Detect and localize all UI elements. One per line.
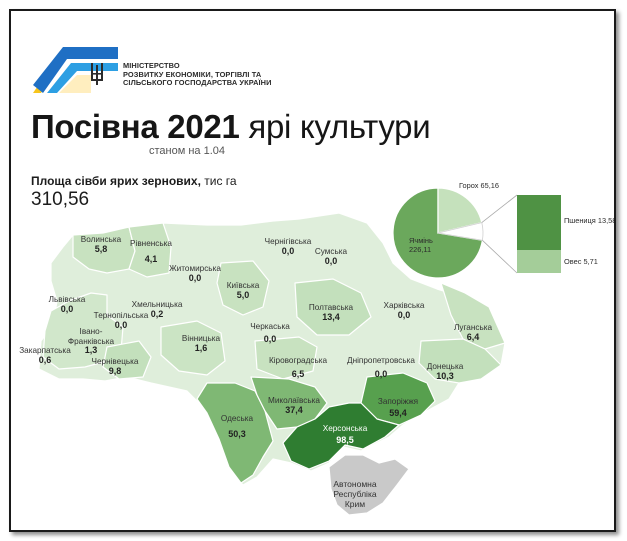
ministry-line-2: РОЗВИТКУ ЕКОНОМІКИ, ТОРГІВЛІ ТА [123, 69, 262, 79]
region-label-ivano-frankivsk: Івано- Франківська 1,3 [67, 327, 115, 355]
region-value: 0,0 [374, 368, 388, 379]
region-value: 5,8 [94, 243, 108, 254]
region-label-chernihiv: Чернігівська 0,0 [264, 237, 312, 256]
region-shape-crimea [328, 454, 410, 516]
region-label-donetsk: Донецька 10,3 [426, 362, 464, 381]
region-value: 0,0 [60, 303, 74, 314]
region-label-odesa: Одеська 50,3 [220, 414, 254, 439]
region-value: 6,5 [291, 368, 305, 379]
ministry-name: МІНІСТЕРСТВО РОЗВИТКУ ЕКОНОМІКИ, ТОРГІВЛ… [123, 61, 272, 88]
pie-label-peas: Горох 65,16 [459, 181, 500, 190]
region-label-dnipropetrovsk: Дніпропетровська 0,0 [347, 356, 415, 379]
region-label-cherkasy: Черкаська 0,0 [250, 322, 290, 344]
region-label-chernivtsi: Чернівецька 9,8 [91, 357, 139, 376]
region-label-volyn: Волинська 5,8 [80, 235, 122, 254]
region-shape-kirovohrad [254, 336, 318, 380]
region-value: 59,4 [389, 407, 407, 418]
bar-segment-wheat [517, 195, 561, 250]
title-light: ярі культури [248, 108, 431, 145]
crop-pie-chart [392, 187, 561, 279]
region-value: 0,0 [324, 255, 338, 266]
ministry-line-1: МІНІСТЕРСТВО [123, 61, 180, 70]
region-value: 0,0 [114, 319, 128, 330]
pie-slice-other [437, 222, 484, 241]
region-shape-kherson [282, 402, 400, 470]
region-shape-odesa [196, 382, 274, 484]
region-label-kherson: Херсонська 98,5 [322, 424, 368, 445]
region-value: 37,4 [285, 404, 303, 415]
total-area-label: Площа сівби ярих зернових, тис га [31, 174, 237, 188]
region-value: 4,1 [144, 253, 158, 264]
bar-label-wheat: Пшениця 13,58 [564, 216, 616, 225]
region-value: 0,0 [263, 333, 277, 344]
infographic-frame: МІНІСТЕРСТВО РОЗВИТКУ ЕКОНОМІКИ, ТОРГІВЛ… [9, 9, 616, 532]
region-label-kyiv: Київська 5,0 [226, 281, 260, 300]
region-label-zakarpattia: Закарпатська 0,6 [19, 346, 71, 365]
total-area-value: 310,56 [31, 189, 90, 210]
region-shape-poltava [294, 278, 372, 336]
region-label-zhytomyr: Житомирська 0,0 [169, 264, 221, 283]
region-value: 0,0 [397, 309, 411, 320]
pie-label-barley: Ячмінь 226,11 [409, 236, 433, 254]
region-label-rivne: Рівненська 4,1 [130, 239, 172, 264]
ukraine-map [38, 212, 506, 516]
region-value: 50,3 [228, 428, 246, 439]
region-shape-donetsk [418, 338, 502, 384]
region-value: 0,2 [150, 308, 164, 319]
region-label-sumy: Сумська 0,0 [314, 247, 348, 266]
region-label-vinnytsia: Вінницька 1,6 [181, 334, 221, 353]
total-area-label-bold: Площа сівби ярих зернових, [31, 174, 201, 188]
region-value: 98,5 [336, 434, 354, 445]
region-shape-chernivtsi [102, 340, 152, 380]
total-area-unit: тис га [204, 174, 237, 188]
region-shape-rivne [128, 222, 172, 278]
page-title: Посівна 2021 ярі культури [31, 107, 431, 147]
region-label-kirovohrad: Кіровоградська 6,5 [268, 356, 328, 379]
region-value: 1,3 [84, 345, 98, 355]
region-shape-luhansk [440, 282, 506, 350]
region-label-lviv: Львівська 0,0 [48, 295, 86, 314]
region-value: 5,0 [236, 289, 250, 300]
region-label-mykolaiv: Миколаївська 37,4 [268, 396, 320, 415]
page-subtitle: станом на 1.04 [149, 145, 226, 157]
ministry-line-3: СІЛЬСЬКОГО ГОСПОДАРСТВА УКРАЇНИ [123, 78, 272, 88]
region-label-khmelnytskyi: Хмельницька 0,2 [131, 300, 183, 319]
region-value: 0,6 [38, 354, 52, 365]
region-shape-vinnytsia [160, 320, 226, 376]
region-label-luhansk: Луганська 6,4 [453, 323, 493, 342]
region-value: 9,8 [108, 365, 122, 376]
region-value: 6,4 [466, 331, 480, 342]
region-shape-kyiv [216, 260, 270, 316]
region-value: 1,6 [194, 342, 208, 353]
bar-segment-oats [517, 250, 561, 273]
region-label-crimea: Автономна Республіка Крим [333, 479, 377, 509]
region-value: 0,0 [188, 272, 202, 283]
pie-slice-peas [437, 187, 483, 234]
title-bold: Посівна 2021 [31, 108, 240, 145]
region-label-zaporizhzhia: Запоріжжя 59,4 [377, 397, 419, 418]
region-label-kharkiv: Харківська 0,0 [383, 301, 425, 320]
region-value: 13,4 [322, 311, 340, 322]
ministry-logo [33, 47, 118, 93]
region-label-ternopil: Тернопільська 0,0 [93, 311, 149, 330]
region-value: 0,0 [281, 245, 295, 256]
region-value: 10,3 [436, 370, 454, 381]
bar-label-oats: Овес 5,71 [564, 257, 598, 266]
region-label-poltava: Полтавська 13,4 [308, 303, 354, 322]
